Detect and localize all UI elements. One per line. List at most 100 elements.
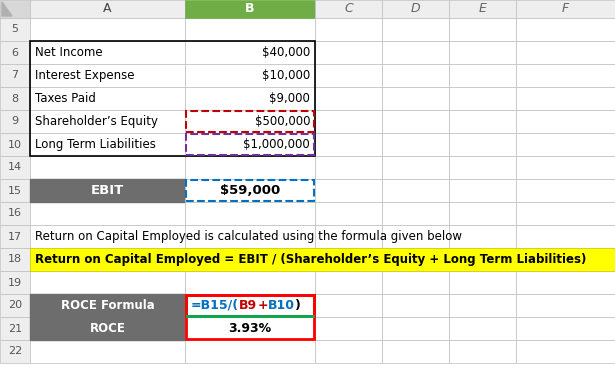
Text: 9: 9	[12, 116, 18, 126]
Bar	[516, 156, 615, 179]
Text: 5: 5	[12, 25, 18, 34]
Bar	[30, 18, 185, 41]
Bar	[516, 18, 615, 41]
Text: 3.93%: 3.93%	[228, 322, 272, 335]
Bar	[0, 87, 30, 110]
Bar	[30, 110, 185, 133]
Text: $40,000: $40,000	[262, 46, 310, 59]
Bar	[382, 156, 449, 179]
Bar	[382, 340, 449, 363]
Bar	[516, 225, 615, 248]
Bar	[382, 0, 449, 18]
Text: A: A	[103, 3, 112, 16]
Bar	[185, 271, 315, 294]
Text: 22: 22	[8, 347, 22, 357]
Text: $59,000: $59,000	[220, 184, 280, 197]
Bar	[516, 41, 615, 64]
Text: $10,000: $10,000	[262, 69, 310, 82]
Bar	[0, 271, 30, 294]
Bar	[315, 41, 382, 64]
Text: E: E	[478, 3, 486, 16]
Bar	[185, 64, 315, 87]
Bar	[30, 202, 185, 225]
Text: 15: 15	[8, 185, 22, 195]
Bar	[0, 179, 30, 202]
Bar	[449, 18, 516, 41]
Bar	[30, 179, 185, 202]
Bar	[185, 179, 315, 202]
Bar	[0, 225, 30, 248]
Bar	[0, 110, 30, 133]
Bar	[315, 340, 382, 363]
Bar	[516, 179, 615, 202]
Bar	[185, 340, 315, 363]
Bar	[0, 133, 30, 156]
Bar	[449, 64, 516, 87]
Bar	[0, 18, 30, 41]
Bar	[449, 87, 516, 110]
Text: 21: 21	[8, 323, 22, 333]
Bar	[30, 87, 185, 110]
Bar	[516, 202, 615, 225]
Bar	[315, 271, 382, 294]
Text: $9,000: $9,000	[269, 92, 310, 105]
Bar	[449, 271, 516, 294]
Bar	[516, 271, 615, 294]
Bar	[185, 317, 315, 340]
Bar	[449, 248, 516, 271]
Bar	[516, 133, 615, 156]
Bar	[516, 340, 615, 363]
Text: 8: 8	[12, 94, 18, 103]
Text: Shareholder’s Equity: Shareholder’s Equity	[35, 115, 158, 128]
Bar	[449, 202, 516, 225]
Bar	[449, 179, 516, 202]
Bar	[382, 317, 449, 340]
Text: F: F	[562, 3, 569, 16]
Text: 16: 16	[8, 209, 22, 219]
Bar	[186, 180, 314, 201]
Text: $500,000: $500,000	[255, 115, 310, 128]
Bar	[449, 156, 516, 179]
Bar	[30, 179, 185, 202]
Text: B: B	[245, 3, 255, 16]
Bar	[185, 225, 315, 248]
Text: Net Income: Net Income	[35, 46, 103, 59]
Bar	[516, 317, 615, 340]
Bar	[0, 0, 30, 18]
Bar	[449, 294, 516, 317]
Text: +: +	[257, 299, 268, 312]
Polygon shape	[2, 2, 12, 16]
Text: ): )	[295, 299, 301, 312]
Bar	[449, 340, 516, 363]
Bar	[449, 225, 516, 248]
Bar	[315, 225, 382, 248]
Bar	[382, 248, 449, 271]
Bar	[186, 295, 314, 339]
Bar	[30, 133, 185, 156]
Bar	[0, 202, 30, 225]
Bar	[0, 317, 30, 340]
Bar	[315, 317, 382, 340]
Bar	[185, 110, 315, 133]
Bar	[449, 41, 516, 64]
Bar	[185, 294, 315, 317]
Text: B9: B9	[239, 299, 257, 312]
Bar	[382, 133, 449, 156]
Bar	[30, 317, 185, 340]
Text: ROCE Formula: ROCE Formula	[61, 299, 154, 312]
Text: 14: 14	[8, 163, 22, 172]
Bar	[186, 295, 314, 316]
Bar	[185, 294, 315, 317]
Text: Taxes Paid: Taxes Paid	[35, 92, 96, 105]
Bar	[185, 0, 315, 18]
Text: EBIT: EBIT	[91, 184, 124, 197]
Bar	[186, 111, 314, 132]
Text: Return on Capital Employed is calculated using the formula given below: Return on Capital Employed is calculated…	[35, 230, 462, 243]
Bar	[30, 156, 185, 179]
Bar	[382, 225, 449, 248]
Bar	[30, 41, 185, 64]
Text: ROCE: ROCE	[90, 322, 125, 335]
Bar	[30, 294, 185, 317]
Bar	[315, 110, 382, 133]
Bar	[30, 248, 615, 271]
